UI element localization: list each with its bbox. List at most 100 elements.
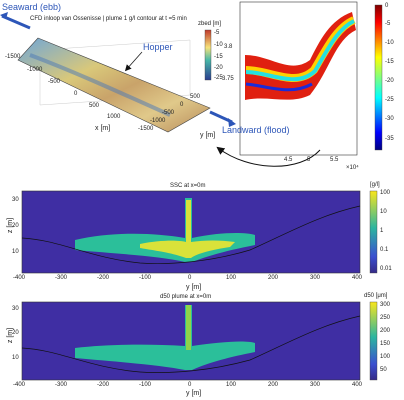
- d50-bed-line: [21, 315, 361, 373]
- bed-cbar-tick-4: -25: [214, 75, 223, 81]
- ssc-y-tick-1: 20: [12, 223, 19, 229]
- map-cbar-tick-6: -30: [385, 116, 394, 122]
- bed-box-back: [39, 39, 191, 106]
- bed-ylabel: y [m]: [200, 132, 216, 139]
- map-plume-mid: [245, 19, 355, 82]
- map-y-tick-1: 5: [307, 157, 311, 163]
- map-y-tick-0: 4.5: [284, 157, 293, 163]
- map-x-tick-0: 3.8: [224, 44, 233, 50]
- bed-x-tick-0: -1500: [5, 54, 21, 60]
- ssc-plume-inner: [140, 200, 235, 258]
- seaward-label: Seaward (ebb): [2, 2, 62, 12]
- d50-x-tick-1: -300: [55, 382, 68, 388]
- ssc-cbar-tick-0: 100: [380, 190, 391, 196]
- map-cbar-tick-4: -20: [385, 78, 394, 84]
- map-colorbar: [374, 4, 383, 151]
- panel-d50: [21, 301, 378, 381]
- ssc-cbar-tick-1: 10: [380, 209, 387, 215]
- ssc-title: SSC at x=0m: [170, 183, 206, 189]
- d50-cbar-tick-2: 200: [380, 328, 391, 334]
- map-cbar-tick-1: -5: [385, 21, 391, 27]
- d50-cbar-tick-1: 250: [380, 315, 391, 321]
- ssc-x-tick-1: -300: [55, 275, 68, 281]
- ssc-cbar-tick-4: 0.01: [380, 266, 392, 272]
- d50-cbar-tick-3: 150: [380, 341, 391, 347]
- ssc-y-tick-2: 30: [12, 197, 19, 203]
- ssc-cbar-tick-3: 0.1: [380, 247, 389, 253]
- d50-cbar-tick-5: 50: [380, 367, 387, 373]
- map-cbar-tick-2: -10: [385, 40, 394, 46]
- map-y-tick-2: 5.5: [330, 157, 339, 163]
- d50-x-tick-2: -200: [97, 382, 110, 388]
- map-x-tick-1: 3.75: [222, 76, 234, 82]
- ssc-colorbar-label: [g/l]: [370, 182, 380, 188]
- seaward-arrow: [1, 14, 31, 30]
- bed-surface: [17, 37, 211, 133]
- bed-cbar-tick-1: -10: [214, 42, 223, 48]
- d50-xlabel: y [m]: [186, 390, 202, 397]
- bed-x-tick-1: -1000: [27, 67, 43, 73]
- ssc-x-tick-8: 400: [352, 275, 363, 281]
- landward-arrow-head: [228, 118, 236, 127]
- d50-x-tick-4: 0: [188, 382, 192, 388]
- panel-3d-bed: [0, 12, 236, 133]
- d50-colorbar-label: d50 [μm]: [364, 293, 388, 299]
- map-cbar-tick-0: 0: [385, 3, 389, 9]
- bed-y-tick-1: -1000: [150, 118, 166, 124]
- d50-title: d50 plume at x=0m: [160, 294, 212, 300]
- ssc-bed-line: [21, 205, 361, 264]
- bed-y-tick-4: 500: [190, 94, 201, 100]
- d50-y-tick-2: 30: [12, 306, 19, 312]
- hopper-arrow: [124, 51, 143, 72]
- bed-y-tick-3: 0: [180, 102, 184, 108]
- bed-x-tick-5: 1000: [107, 114, 121, 120]
- panel-map: [216, 1, 383, 167]
- ssc-y-tick-0: 10: [12, 249, 19, 255]
- d50-cbar-tick-0: 300: [380, 302, 391, 308]
- bed-cbar-tick-3: -20: [214, 65, 223, 71]
- hopper-label: Hopper: [143, 42, 173, 52]
- d50-y-tick-1: 20: [12, 330, 19, 336]
- d50-cbar-tick-4: 100: [380, 354, 391, 360]
- ssc-x-tick-6: 200: [268, 275, 279, 281]
- d50-x-tick-8: 400: [352, 382, 363, 388]
- ssc-colorbar: [369, 190, 378, 274]
- map-cbar-tick-7: -35: [385, 136, 394, 142]
- d50-x-tick-3: -100: [139, 382, 152, 388]
- bed-channel: [29, 53, 171, 117]
- bed-title: CFD inloop van Ossenisse | plume 1 g/l c…: [30, 16, 187, 22]
- ssc-x-tick-5: 100: [226, 275, 237, 281]
- bed-y-tick-0: -1500: [138, 126, 154, 132]
- ssc-x-tick-0: -400: [13, 275, 26, 281]
- d50-x-tick-5: 100: [226, 382, 237, 388]
- bed-x-tick-4: 500: [89, 103, 100, 109]
- d50-x-tick-7: 300: [310, 382, 321, 388]
- ssc-cbar-tick-2: 1: [380, 228, 384, 234]
- d50-plume-outer: [75, 305, 255, 370]
- map-y-exponent: ×10⁴: [346, 165, 359, 171]
- map-plume-inner: [245, 82, 313, 92]
- ssc-x-tick-3: -100: [139, 275, 152, 281]
- map-cbar-tick-5: -25: [385, 97, 394, 103]
- seaward-arrow-head: [0, 12, 8, 19]
- bed-xlabel: x [m]: [95, 125, 111, 132]
- bed-x-tick-3: 0: [74, 91, 78, 97]
- d50-plume-core: [186, 305, 191, 350]
- d50-x-tick-6: 200: [268, 382, 279, 388]
- ssc-x-tick-7: 300: [310, 275, 321, 281]
- landward-label: Landward (flood): [222, 125, 290, 135]
- map-cbar-tick-3: -15: [385, 59, 394, 65]
- ssc-x-tick-2: -200: [97, 275, 110, 281]
- bed-colorbar: [204, 29, 212, 81]
- ssc-x-tick-4: 0: [188, 275, 192, 281]
- link-arrow: [216, 146, 321, 167]
- d50-y-tick-0: 10: [12, 355, 19, 361]
- bed-x-tick-2: -500: [48, 79, 61, 85]
- bed-cbar-tick-2: -15: [214, 54, 223, 60]
- d50-x-tick-0: -400: [13, 382, 26, 388]
- bed-colorbar-label: zbed [m]: [198, 21, 222, 27]
- bed-cbar-tick-0: -5: [214, 30, 220, 36]
- bed-y-tick-2: -500: [162, 110, 175, 116]
- d50-colorbar: [369, 301, 378, 381]
